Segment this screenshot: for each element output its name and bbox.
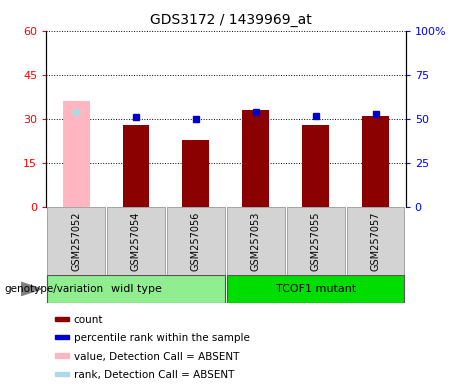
Text: genotype/variation: genotype/variation <box>5 284 104 294</box>
FancyBboxPatch shape <box>47 275 225 303</box>
Text: GSM257055: GSM257055 <box>311 211 321 271</box>
Text: GSM257057: GSM257057 <box>371 211 381 271</box>
FancyBboxPatch shape <box>47 207 105 275</box>
Text: GSM257056: GSM257056 <box>191 211 201 271</box>
Text: percentile rank within the sample: percentile rank within the sample <box>74 333 250 343</box>
Text: value, Detection Call = ABSENT: value, Detection Call = ABSENT <box>74 352 239 362</box>
Polygon shape <box>21 282 41 296</box>
Text: GSM257053: GSM257053 <box>251 211 261 271</box>
Text: GSM257052: GSM257052 <box>71 211 81 271</box>
Text: widl type: widl type <box>111 284 161 294</box>
FancyBboxPatch shape <box>227 207 284 275</box>
FancyBboxPatch shape <box>347 207 404 275</box>
Bar <box>183 140 209 207</box>
Bar <box>55 372 69 376</box>
FancyBboxPatch shape <box>287 207 344 275</box>
Bar <box>302 125 329 207</box>
Text: GDS3172 / 1439969_at: GDS3172 / 1439969_at <box>150 13 311 27</box>
Bar <box>55 317 69 321</box>
Text: TCOF1 mutant: TCOF1 mutant <box>276 284 356 294</box>
FancyBboxPatch shape <box>167 207 225 275</box>
Bar <box>362 116 389 207</box>
FancyBboxPatch shape <box>227 275 404 303</box>
Text: count: count <box>74 315 103 325</box>
Bar <box>55 335 69 339</box>
Bar <box>55 353 69 358</box>
Bar <box>123 125 149 207</box>
Text: rank, Detection Call = ABSENT: rank, Detection Call = ABSENT <box>74 370 234 380</box>
Text: GSM257054: GSM257054 <box>131 211 141 271</box>
Bar <box>63 101 89 207</box>
Bar <box>242 110 269 207</box>
FancyBboxPatch shape <box>107 207 165 275</box>
